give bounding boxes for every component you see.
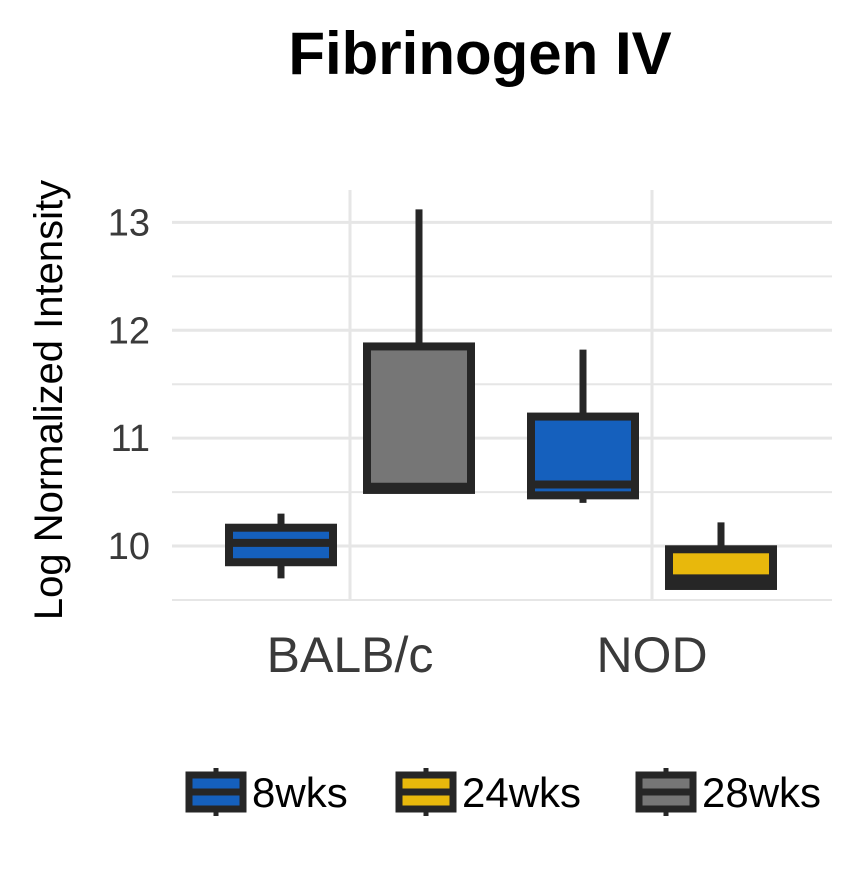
x-tick-label: NOD <box>596 627 707 683</box>
box-24wks-nod <box>665 522 777 590</box>
y-tick-label: 12 <box>108 310 150 352</box>
legend-item-8wks: 8wks <box>185 768 348 816</box>
chart-title: Fibrinogen IV <box>288 20 671 87</box>
box-body <box>363 342 475 494</box>
legend-item-24wks: 24wks <box>395 768 581 816</box>
legend-label: 24wks <box>462 769 581 816</box>
legend: 8wks 24wks 28wks <box>185 768 821 816</box>
box-8wks-balbc <box>225 513 337 579</box>
y-tick-label: 13 <box>108 202 150 244</box>
box-28wks-balbc <box>363 209 475 494</box>
legend-item-28wks: 28wks <box>635 768 821 816</box>
y-tick-label: 10 <box>108 526 150 568</box>
x-tick-label: BALB/c <box>267 627 434 683</box>
boxes <box>225 209 777 590</box>
y-ticks: 10 11 12 13 <box>108 202 150 568</box>
x-ticks: BALB/c NOD <box>267 627 708 683</box>
legend-label: 8wks <box>252 769 348 816</box>
legend-label: 28wks <box>702 769 821 816</box>
box-8wks-nod <box>527 349 639 503</box>
y-tick-label: 11 <box>111 418 150 460</box>
y-axis-label: Log Normalized Intensity <box>27 180 71 620</box>
